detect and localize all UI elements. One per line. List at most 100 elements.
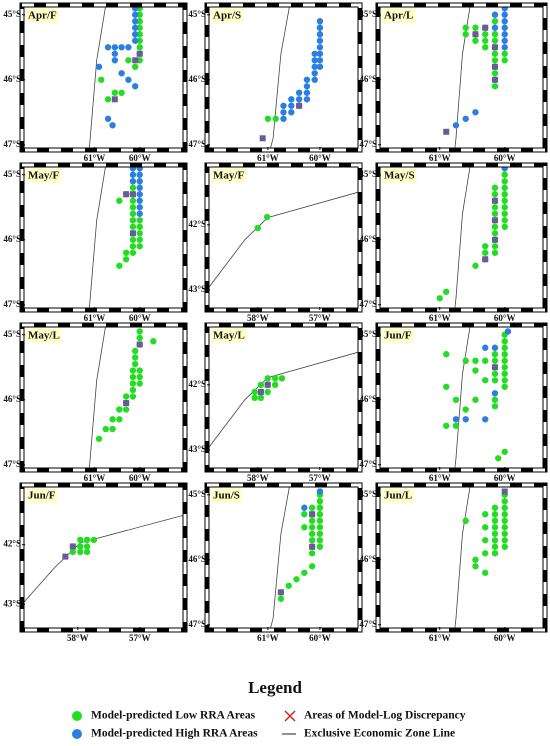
high-dot (125, 76, 132, 83)
low-dot (501, 197, 508, 204)
discrepancy-cell (472, 31, 479, 38)
low-dot (77, 536, 84, 544)
low-dot (83, 548, 91, 556)
map-bg (378, 325, 545, 470)
eez-line (454, 485, 471, 630)
low-dot (308, 537, 316, 544)
high-dot (316, 44, 324, 51)
high-dot (452, 416, 460, 423)
high-dot (129, 178, 137, 185)
low-dot (131, 354, 139, 361)
low-dot (122, 256, 130, 263)
y-tick-label: 47°S (3, 139, 21, 149)
low-dot (452, 396, 460, 403)
low-dot (308, 530, 316, 537)
low-dot (83, 543, 91, 550)
x-tick-label: 61°W (84, 153, 106, 163)
low-dot (472, 396, 479, 403)
map-panel: Jun/S 61°W 60°W 45°S 46°S 47°S (188, 482, 363, 643)
map-content (22, 325, 185, 470)
discrepancy-cell (491, 217, 498, 224)
low-dot (482, 37, 489, 44)
low-dot (316, 498, 324, 505)
low-dot (271, 375, 279, 382)
discrepancy-cell (257, 388, 264, 395)
low-dot (501, 530, 508, 537)
panel-label: May/F (213, 170, 244, 182)
low-dot (491, 230, 499, 237)
low-dot (263, 213, 271, 221)
low-dot (501, 57, 508, 64)
panel-label: May/L (28, 330, 60, 342)
discrepancy-cell (491, 44, 498, 51)
high-dot (129, 171, 137, 178)
x-tick-label: 61°W (84, 313, 106, 323)
high-dot (311, 57, 318, 64)
low-dot (491, 50, 499, 57)
low-dot (116, 197, 123, 204)
low-dot (491, 504, 499, 511)
low-dot (264, 375, 271, 382)
panel-label: May/L (213, 330, 245, 342)
low-dot (257, 381, 265, 389)
x-tick-label: 57°W (309, 313, 331, 323)
low-dot (501, 344, 508, 351)
y-tick-label: 46°S (359, 554, 377, 564)
high-dot (136, 178, 143, 185)
high-dot (491, 11, 499, 18)
low-dot (482, 537, 489, 544)
discrepancy-cell (277, 589, 284, 596)
legend-label: Exclusive Economic Zone Line (304, 728, 455, 740)
eez-line (88, 5, 107, 150)
low-dot (443, 383, 450, 390)
discrepancy-cell (309, 543, 316, 550)
high-dot (311, 63, 318, 70)
low-dot (136, 24, 143, 31)
map-content (378, 485, 545, 630)
low-dot (443, 351, 450, 358)
low-dot (257, 394, 265, 402)
map-panel: Jun/L 61°W 60°W 45°S 46°S 47°S (359, 482, 548, 643)
low-dot (501, 448, 508, 455)
low-dot (501, 204, 508, 211)
map-content (22, 485, 185, 630)
discrepancy-cell (491, 63, 498, 70)
y-tick-label: 43°S (188, 284, 206, 294)
y-tick-label: 46°S (188, 74, 206, 84)
map-bg (207, 165, 360, 310)
high-dot (462, 115, 469, 122)
frame-dash (20, 323, 187, 472)
low-dot (491, 243, 499, 250)
frame-dash (376, 163, 547, 312)
x-tick-label: 60°W (129, 313, 151, 323)
panel-label-bg (211, 328, 247, 343)
low-dot (316, 517, 324, 524)
low-dot (501, 178, 508, 185)
x-tick-label: 58°W (247, 313, 269, 323)
low-dot (482, 377, 489, 384)
x-tick-label: 58°W (247, 473, 269, 483)
high-dot (501, 24, 508, 31)
y-tick-label: 46°S (3, 234, 21, 244)
eez-line (88, 325, 107, 470)
eez-line (88, 165, 107, 310)
low-dot (254, 224, 261, 232)
high-dot (295, 96, 303, 103)
high-dot (301, 504, 308, 511)
high-dot (501, 11, 508, 18)
map-bg (378, 165, 545, 310)
low-dot (491, 37, 499, 44)
low-dot (109, 416, 116, 423)
y-tick-label: 47°S (359, 139, 377, 149)
high-dot (136, 171, 143, 178)
map-content (378, 325, 545, 470)
high-dot (311, 70, 318, 77)
legend-label: Model-predicted High RRA Areas (91, 728, 258, 740)
low-dot (501, 50, 508, 57)
high-dot (501, 44, 508, 51)
low-dot (136, 380, 143, 387)
legend-symbol (284, 710, 296, 722)
low-dot (462, 517, 469, 524)
high-dot (482, 344, 489, 351)
